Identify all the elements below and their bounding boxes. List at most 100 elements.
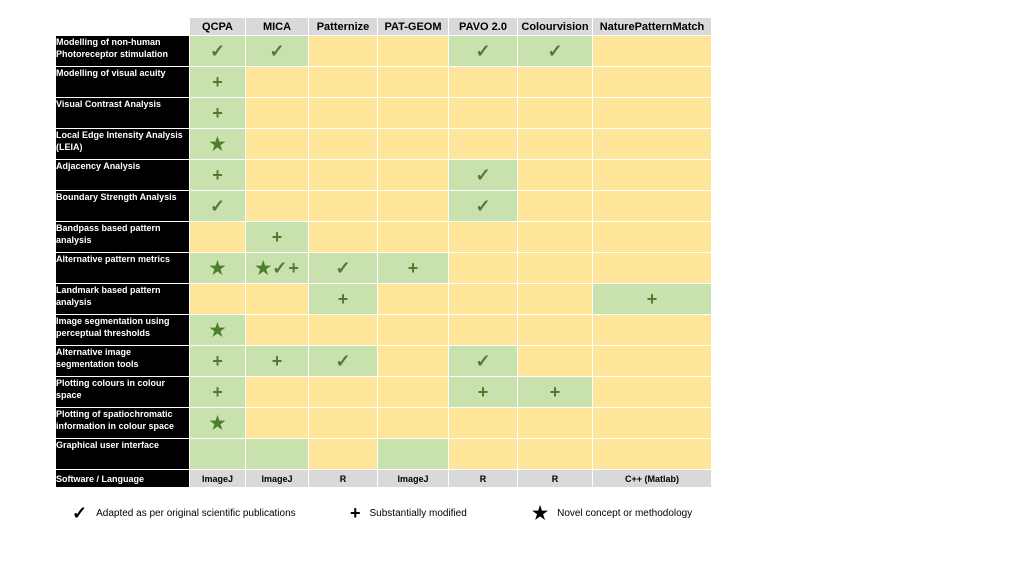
table-cell: ★ — [190, 408, 245, 438]
row-label: Modelling of non-human Photoreceptor sti… — [56, 36, 189, 66]
table-cell — [593, 160, 711, 190]
check-icon: ✓ — [335, 257, 351, 278]
table-cell: + — [190, 346, 245, 376]
table-cell: + — [190, 67, 245, 97]
table-cell: + — [518, 377, 592, 407]
plus-icon: + — [212, 350, 223, 371]
comparison-table: QCPA MICA Patternize PAT-GEOM PAVO 2.0 Colour… — [55, 17, 712, 488]
plus-icon: + — [549, 381, 561, 402]
check-icon: ✓ — [335, 350, 351, 371]
table-cell: + — [190, 377, 245, 407]
table-cell — [518, 315, 592, 345]
language-cell: R — [518, 470, 592, 487]
row-label: Image segmentation using perceptual thre… — [56, 315, 189, 345]
row-label: Local Edge Intensity Analysis (LEIA) — [56, 129, 189, 159]
column-header-colourvision: Colourvision — [518, 18, 592, 35]
table-cell — [378, 377, 448, 407]
row-label: Boundary Strength Analysis — [56, 191, 189, 221]
table-cell — [246, 284, 308, 314]
table-cell — [593, 377, 711, 407]
plus-icon: + — [271, 350, 283, 371]
check-icon: ✓ — [475, 40, 491, 61]
table-cell: + — [190, 98, 245, 128]
legend-item-plus: + Substantially modified — [350, 503, 467, 523]
table-cell: ✓ — [246, 36, 308, 66]
table-cell: ✓ — [449, 160, 517, 190]
table-cell — [518, 346, 592, 376]
plus-icon: + — [212, 381, 223, 402]
table-cell — [593, 191, 711, 221]
table-cell — [309, 408, 377, 438]
table-cell: ✓ — [309, 346, 377, 376]
table-cell — [309, 377, 377, 407]
table-cell — [518, 253, 592, 283]
table-cell: + — [246, 222, 308, 252]
header-row: QCPA MICA Patternize PAT-GEOM PAVO 2.0 Colour… — [56, 18, 711, 35]
table-row: Graphical user interface — [56, 439, 711, 469]
plus-icon: + — [288, 257, 299, 278]
table-cell — [593, 315, 711, 345]
table-cell — [449, 408, 517, 438]
table-cell — [190, 222, 245, 252]
table-cell — [449, 439, 517, 469]
star-icon: ★ — [209, 319, 226, 340]
table-cell — [518, 129, 592, 159]
table-cell — [309, 98, 377, 128]
table-cell: ★ — [190, 253, 245, 283]
language-cell: R — [449, 470, 517, 487]
plus-icon: + — [477, 381, 489, 402]
table-cell — [309, 439, 377, 469]
table-cell: ✓ — [190, 191, 245, 221]
row-label: Landmark based pattern analysis — [56, 284, 189, 314]
table-cell — [449, 284, 517, 314]
legend-item-check: ✓ Adapted as per original scientific pub… — [72, 503, 296, 523]
legend-label-star: Novel concept or methodology — [557, 507, 693, 519]
table-cell: ✓ — [449, 191, 517, 221]
plus-icon: + — [212, 164, 223, 185]
check-icon: ✓ — [209, 195, 226, 216]
table-row: Alternative pattern metrics ★ ★✓+ ✓ + — [56, 253, 711, 283]
table-cell — [246, 160, 308, 190]
table-cell — [246, 408, 308, 438]
plus-icon: + — [271, 226, 283, 247]
check-icon: ✓ — [475, 350, 491, 371]
table-cell — [593, 129, 711, 159]
table-cell — [246, 98, 308, 128]
legend-label-check: Adapted as per original scientific publi… — [96, 507, 296, 519]
table-cell — [449, 253, 517, 283]
table-cell — [449, 222, 517, 252]
corner-cell — [56, 18, 189, 35]
row-label: Software / Language — [56, 470, 189, 487]
plus-icon: + — [407, 257, 419, 278]
table-cell — [593, 98, 711, 128]
table-cell — [190, 439, 245, 469]
row-label: Alternative image segmentation tools — [56, 346, 189, 376]
language-cell: ImageJ — [378, 470, 448, 487]
table-cell — [309, 191, 377, 221]
table-cell — [449, 98, 517, 128]
table-cell: + — [309, 284, 377, 314]
table-cell — [518, 98, 592, 128]
language-cell: R — [309, 470, 377, 487]
table-row: Modelling of visual acuity + — [56, 67, 711, 97]
table-cell — [378, 191, 448, 221]
table-cell — [593, 222, 711, 252]
star-icon: ★ — [209, 133, 226, 154]
plus-icon: + — [337, 288, 349, 309]
software-language-row: Software / Language ImageJ ImageJ R ImageJ R R… — [56, 470, 711, 487]
plus-icon: + — [212, 71, 223, 92]
table-body: Modelling of non-human Photoreceptor sti… — [56, 36, 711, 487]
table-cell — [593, 439, 711, 469]
table-cell — [518, 67, 592, 97]
table-cell: ✓ — [518, 36, 592, 66]
table-row: Modelling of non-human Photoreceptor sti… — [56, 36, 711, 66]
legend: ✓ Adapted as per original scientific pub… — [72, 503, 712, 525]
table-cell — [593, 253, 711, 283]
table-cell — [246, 129, 308, 159]
table-row: Alternative image segmentation tools + + ✓ ✓ — [56, 346, 711, 376]
language-cell: ImageJ — [190, 470, 245, 487]
table-cell — [378, 129, 448, 159]
table-row: Image segmentation using perceptual thre… — [56, 315, 711, 345]
table-cell: + — [378, 253, 448, 283]
table-cell — [246, 315, 308, 345]
